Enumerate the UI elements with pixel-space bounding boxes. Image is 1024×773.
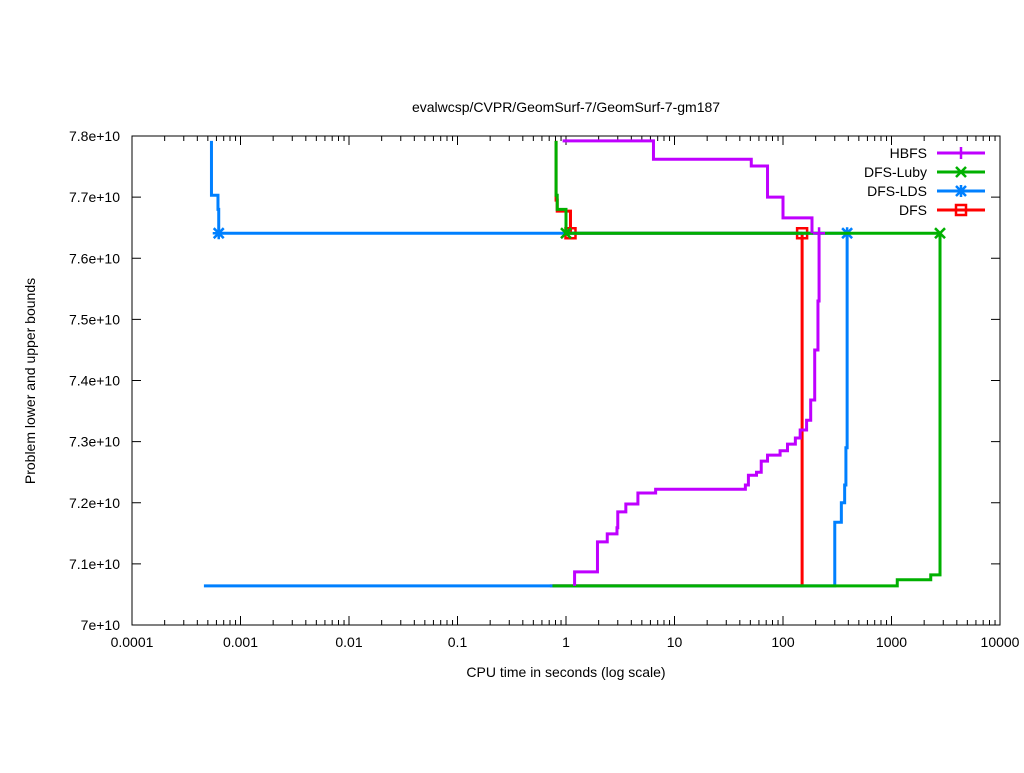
x-tick-label: 1	[562, 634, 570, 650]
x-marker	[955, 166, 967, 178]
x-tick-label: 1000	[876, 634, 907, 650]
legend-label: DFS-Luby	[864, 164, 927, 180]
y-tick-label: 7e+10	[81, 617, 121, 633]
y-tick-label: 7.1e+10	[69, 556, 120, 572]
square-marker	[795, 226, 809, 240]
series-dfs-lds-lower-line	[203, 233, 849, 588]
square-marker	[954, 203, 968, 217]
x-marker	[560, 227, 572, 240]
plus-marker	[813, 227, 826, 240]
series-dfs-lower-line	[549, 233, 804, 588]
x-tick-label: 0.01	[335, 634, 362, 650]
legend: HBFS DFS-Luby DFS-LDS DFS	[864, 145, 985, 218]
legend-label: HBFS	[890, 145, 927, 161]
star-marker	[212, 227, 225, 240]
y-tick-label: 7.7e+10	[69, 189, 120, 205]
plot-frame	[131, 135, 1001, 626]
legend-label: DFS-LDS	[867, 183, 927, 199]
y-tick-label: 7.2e+10	[69, 495, 120, 511]
y-tick-label: 7.8e+10	[69, 128, 120, 144]
plus-marker	[955, 147, 967, 159]
star-marker	[955, 185, 967, 197]
x-tick-label: 0.1	[448, 634, 468, 650]
y-axis-label: Problem lower and upper bounds	[22, 278, 38, 484]
x-tick-label: 0.001	[223, 634, 258, 650]
y-tick-label: 7.5e+10	[69, 311, 120, 327]
series-dfs-lds-upper-line	[209, 140, 848, 235]
y-tick-label: 7.4e+10	[69, 373, 120, 389]
x-axis-label: CPU time in seconds (log scale)	[466, 664, 665, 680]
x-tick-label: 10	[667, 634, 683, 650]
chart-title: evalwcsp/CVPR/GeomSurf-7/GeomSurf-7-gm18…	[412, 99, 720, 115]
y-tick-label: 7.6e+10	[69, 250, 120, 266]
series-dfs-luby-lower-line	[552, 233, 942, 588]
x-tick-label: 10000	[981, 634, 1020, 650]
y-tick-label: 7.3e+10	[69, 434, 120, 450]
series-hbfs-lower-line	[573, 233, 821, 586]
x-tick-label: 100	[771, 634, 795, 650]
legend-label: DFS	[899, 202, 927, 218]
series-dfs-upper-line	[554, 140, 803, 235]
x-marker	[934, 227, 946, 240]
x-tick-label: 0.0001	[111, 634, 154, 650]
series-hbfs-upper-line	[562, 139, 814, 234]
